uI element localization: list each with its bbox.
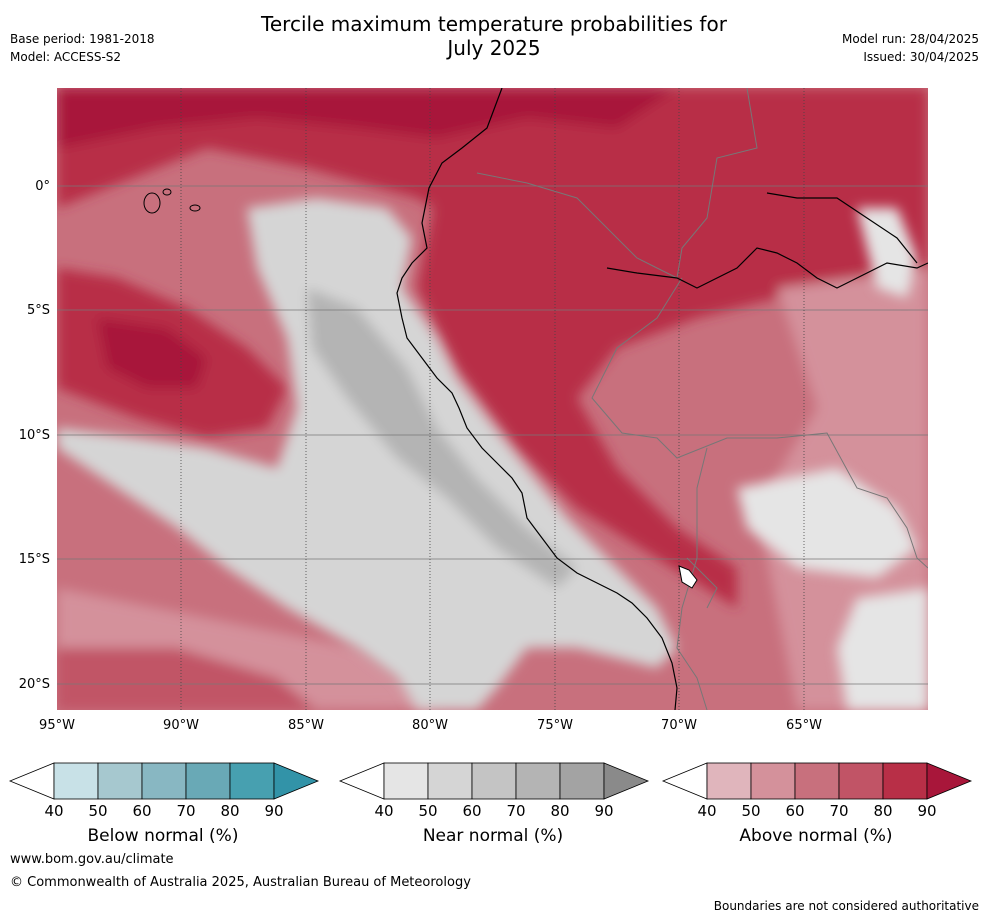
region-near-normal (57, 198, 677, 710)
footer-url[interactable]: www.bom.gov.au/climate (10, 852, 174, 867)
lat-label-15s: 15°S (18, 552, 50, 567)
colorbar-title-above: Above normal (%) (739, 826, 893, 846)
colorbar-above (661, 762, 973, 800)
region-above-pacific-core (97, 318, 207, 388)
colorbar-tick-label: 60 (462, 802, 482, 820)
colorbar-tick-label: 90 (264, 802, 284, 820)
base-period: Base period: 1981-2018 (10, 32, 155, 46)
colorbar-tick-label: 50 (418, 802, 438, 820)
colorbar-near (338, 762, 650, 800)
footer-copyright: © Commonwealth of Australia 2025, Austra… (10, 875, 471, 890)
colorbar-segment (515, 762, 561, 800)
country-borders (476, 88, 928, 710)
lon-label-90w: 90°W (163, 718, 199, 733)
region-near-normal-mid (307, 288, 577, 588)
colorbar-segment (882, 762, 928, 800)
colorbar-segment (229, 762, 275, 800)
colorbar-segment (471, 762, 517, 800)
colorbar-tick-label: 60 (785, 802, 805, 820)
colorbar-tick-label: 80 (220, 802, 240, 820)
lon-label-70w: 70°W (661, 718, 697, 733)
lon-label-75w: 75°W (537, 718, 573, 733)
colorbar-left-arrow (8, 762, 55, 800)
lat-label-10s: 10°S (18, 428, 50, 443)
chart-title: Tercile maximum temperature probabilitie… (0, 12, 988, 60)
region-above-south-dark (57, 648, 317, 710)
lon-label-80w: 80°W (412, 718, 448, 733)
amazon-river (606, 192, 928, 289)
colorbar-segment (794, 762, 840, 800)
colorbar-segment (97, 762, 143, 800)
colorbar-right-arrow (273, 762, 320, 800)
colorbar-segment (706, 762, 752, 800)
lat-label-0: 0° (35, 179, 50, 194)
colorbar-segment (750, 762, 796, 800)
lake-titicaca (678, 565, 698, 589)
meta-left: Base period: 1981-2018 Model: ACCESS-S2 (10, 30, 155, 66)
colorbar-segment (185, 762, 231, 800)
island (162, 188, 172, 196)
colorbar-tick-label: 40 (374, 802, 394, 820)
colorbar-tick-label: 90 (917, 802, 937, 820)
colorbar-tick-label: 40 (697, 802, 717, 820)
colorbar-below (8, 762, 320, 800)
colorbar-tick-label: 90 (594, 802, 614, 820)
colorbar-tick-label: 50 (741, 802, 761, 820)
region-near-normal-se (837, 588, 928, 710)
galapagos-islands (143, 188, 201, 214)
island (189, 204, 201, 212)
region-near-normal-ne (857, 208, 917, 298)
colorbar-tick-label: 70 (176, 802, 196, 820)
colorbar-title-below: Below normal (%) (87, 826, 239, 846)
colorbar-left-arrow (338, 762, 385, 800)
colorbar-tick-label: 70 (829, 802, 849, 820)
colorbars-svg (8, 762, 973, 800)
title-line-1: Tercile maximum temperature probabilitie… (261, 12, 727, 36)
colorbar-segment (141, 762, 187, 800)
colorbar-segment (383, 762, 429, 800)
lat-label-20s: 20°S (18, 677, 50, 692)
meta-right: Model run: 28/04/2025 Issued: 30/04/2025 (842, 30, 979, 66)
region-above-andes (417, 188, 737, 608)
island (143, 192, 161, 214)
colorbar-tick-label: 40 (44, 802, 64, 820)
lon-label-95w: 95°W (39, 718, 75, 733)
colorbar-segment (559, 762, 605, 800)
colorbar-tick-label: 60 (132, 802, 152, 820)
colorbar-right-arrow (926, 762, 973, 800)
lon-label-85w: 85°W (288, 718, 324, 733)
graticule (57, 185, 928, 685)
probability-map (57, 88, 928, 710)
colorbar-right-arrow (603, 762, 650, 800)
colorbar-tick-label: 70 (506, 802, 526, 820)
region-near-normal-east (737, 468, 917, 578)
colorbar-tick-label: 80 (550, 802, 570, 820)
colorbar-segment (53, 762, 99, 800)
coastline (396, 88, 678, 710)
model-run: Model run: 28/04/2025 (841, 32, 979, 46)
colorbar-segment (838, 762, 884, 800)
issued-date: Issued: 30/04/2025 (863, 50, 979, 64)
lat-label-5s: 5°S (26, 303, 50, 318)
colorbar-tick-label: 80 (873, 802, 893, 820)
model-name: Model: ACCESS-S2 (10, 50, 122, 64)
title-line-2: July 2025 (447, 36, 541, 60)
colorbar-segment (427, 762, 473, 800)
lon-label-65w: 65°W (786, 718, 822, 733)
map-svg (57, 88, 928, 710)
footer-disclaimer: Boundaries are not considered authoritat… (713, 899, 979, 913)
region-above-darkest (57, 88, 677, 148)
colorbar-tick-label: 50 (88, 802, 108, 820)
colorbar-left-arrow (661, 762, 708, 800)
colorbar-title-near: Near normal (%) (422, 826, 564, 846)
